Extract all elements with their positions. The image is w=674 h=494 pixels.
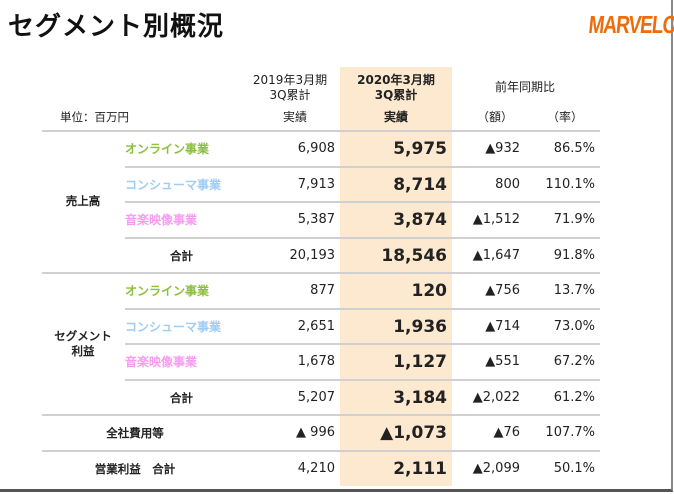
prev-value: 6,908 xyxy=(297,141,335,156)
yoy-amount: 800 xyxy=(495,177,520,192)
group-segment-profit: セグメント 利益 xyxy=(48,329,118,359)
cur-value: 8,714 xyxy=(393,175,447,195)
table-row: コンシューマ事業 2,651 1,936 ▲714 73.0% xyxy=(0,309,674,345)
table-row: オンライン事業 877 120 ▲756 13.7% xyxy=(0,273,674,309)
table-row-total: 合計 5,207 3,184 ▲2,022 61.2% xyxy=(0,380,674,416)
yoy-amount: ▲714 xyxy=(485,319,520,334)
cur-value: 3,874 xyxy=(393,210,447,230)
row-label: オンライン事業 xyxy=(125,284,210,298)
header-cur-period-label: 2020年3月期 xyxy=(357,73,435,87)
yoy-rate: 73.0% xyxy=(553,319,595,334)
cur-value: 120 xyxy=(411,281,448,301)
header-cur-period: 2020年3月期 3Q累計 xyxy=(340,73,452,103)
cur-value: 1,127 xyxy=(393,352,447,372)
row-label: 音楽映像事業 xyxy=(125,213,198,227)
yoy-rate: 71.9% xyxy=(553,212,595,227)
header-prev-actual: 実績 xyxy=(282,110,307,124)
header-prev-period: 2019年3月期 3Q累計 xyxy=(240,73,340,103)
header-cur-sub: 3Q累計 xyxy=(374,88,418,102)
yoy-amount: ▲2,099 xyxy=(472,461,520,476)
section-divider xyxy=(42,450,600,452)
header-prev-period-label: 2019年3月期 xyxy=(252,73,328,87)
table-row-operating-profit: 営業利益 合計 4,210 2,111 ▲2,099 50.1% xyxy=(0,451,674,487)
cur-value: ▲1,073 xyxy=(380,423,447,443)
row-label: 合計 xyxy=(170,249,193,263)
marvelous-logo: MARVELOUS! xyxy=(587,12,674,40)
cur-value: 5,975 xyxy=(393,139,447,159)
row-divider xyxy=(125,308,600,310)
yoy-rate: 110.1% xyxy=(545,177,595,192)
header-prev-sub: 3Q累計 xyxy=(269,88,311,102)
group-sales: 売上高 xyxy=(65,194,101,208)
header-yoy-amount: （額） xyxy=(476,110,513,124)
row-divider xyxy=(125,201,600,203)
header-yoy: 前年同期比 xyxy=(494,80,555,94)
page-title: セグメント別概況 xyxy=(8,12,225,42)
prev-value: ▲ 996 xyxy=(296,425,335,440)
group-segment-profit-line1: セグメント xyxy=(54,329,112,343)
row-divider xyxy=(125,237,600,239)
row-divider xyxy=(125,343,600,345)
cur-value: 18,546 xyxy=(381,246,447,266)
prev-value: 877 xyxy=(310,283,335,298)
prev-value: 5,207 xyxy=(297,390,335,405)
prev-value: 7,913 xyxy=(297,177,335,192)
header-cur-actual: 実績 xyxy=(383,110,408,124)
section-divider xyxy=(42,414,600,416)
section-divider xyxy=(42,272,600,274)
yoy-rate: 91.8% xyxy=(553,248,595,263)
row-label: オンライン事業 xyxy=(125,142,210,156)
header-yoy-rate: （率） xyxy=(546,110,583,124)
prev-value: 5,387 xyxy=(297,212,335,227)
prev-value: 2,651 xyxy=(297,319,335,334)
yoy-amount: ▲76 xyxy=(493,425,520,440)
cur-value: 3,184 xyxy=(393,388,447,408)
yoy-amount: ▲756 xyxy=(485,283,520,298)
table-row-total: 合計 20,193 18,546 ▲1,647 91.8% xyxy=(0,238,674,274)
prev-value: 4,210 xyxy=(297,461,335,476)
yoy-amount: ▲2,022 xyxy=(472,390,520,405)
unit-label: 単位：百万円 xyxy=(60,110,129,124)
row-label: コンシューマ事業 xyxy=(125,178,222,192)
cur-value: 1,936 xyxy=(393,317,447,337)
row-label: 営業利益 合計 xyxy=(94,462,176,476)
current-period-highlight xyxy=(340,67,452,486)
row-divider xyxy=(125,379,600,381)
prev-value: 20,193 xyxy=(289,248,336,263)
yoy-amount: ▲1,647 xyxy=(472,248,520,263)
group-segment-profit-line2: 利益 xyxy=(71,344,95,358)
yoy-rate: 86.5% xyxy=(553,141,595,156)
row-label: 全社費用等 xyxy=(106,426,164,440)
table-row-corporate-expenses: 全社費用等 ▲ 996 ▲1,073 ▲76 107.7% xyxy=(0,415,674,451)
yoy-amount: ▲551 xyxy=(485,354,520,369)
yoy-rate: 61.2% xyxy=(553,390,595,405)
row-divider xyxy=(125,166,600,168)
yoy-rate: 107.7% xyxy=(545,425,595,440)
header-divider xyxy=(42,130,600,132)
table-row: 音楽映像事業 1,678 1,127 ▲551 67.2% xyxy=(0,344,674,380)
prev-value: 1,678 xyxy=(297,354,335,369)
cur-value: 2,111 xyxy=(393,459,447,479)
yoy-rate: 13.7% xyxy=(553,283,595,298)
row-label: 合計 xyxy=(170,391,193,405)
yoy-rate: 67.2% xyxy=(553,354,595,369)
yoy-amount: ▲1,512 xyxy=(472,212,520,227)
table-row: オンライン事業 6,908 5,975 ▲932 86.5% xyxy=(0,131,674,167)
row-label: 音楽映像事業 xyxy=(125,355,198,369)
table-row: コンシューマ事業 7,913 8,714 800 110.1% xyxy=(0,167,674,203)
row-label: コンシューマ事業 xyxy=(125,320,222,334)
yoy-amount: ▲932 xyxy=(485,141,520,156)
yoy-rate: 50.1% xyxy=(553,461,595,476)
table-row: 音楽映像事業 5,387 3,874 ▲1,512 71.9% xyxy=(0,202,674,238)
